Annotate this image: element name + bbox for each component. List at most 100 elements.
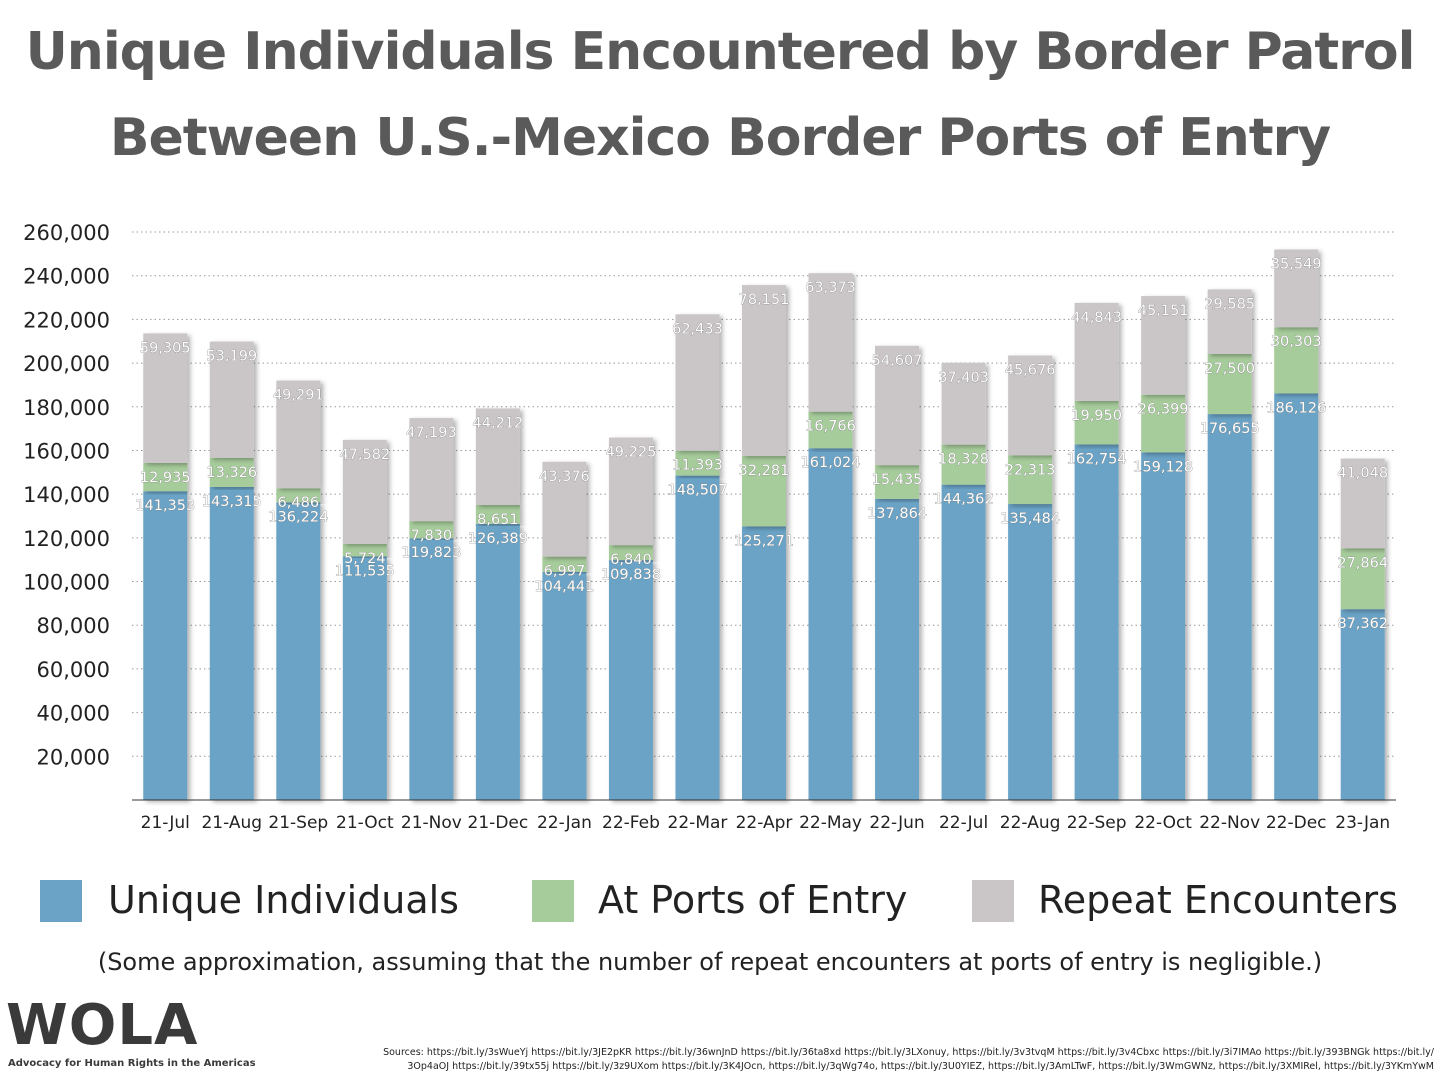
data-label-unique-individuals: 104,441 xyxy=(534,579,594,595)
data-label-at-ports-of-entry: 5,724 xyxy=(344,551,386,567)
bar-repeat-encounters xyxy=(342,439,387,544)
data-label-at-ports-of-entry: 32,281 xyxy=(739,463,790,479)
x-tick-label: 22-Nov xyxy=(1199,813,1260,833)
bar-at-ports-of-entry xyxy=(409,521,454,539)
data-label-at-ports-of-entry: 19,950 xyxy=(1071,408,1122,424)
y-tick-label: 80,000 xyxy=(37,614,110,638)
data-label-unique-individuals: 111,535 xyxy=(335,563,395,579)
legend-swatch-at-ports-of-entry xyxy=(532,880,574,922)
bar-unique-individuals xyxy=(1207,414,1252,800)
data-label-at-ports-of-entry: 8,651 xyxy=(477,512,519,528)
y-tick-label: 260,000 xyxy=(23,221,110,245)
data-label-repeat-encounters: 43,376 xyxy=(539,469,590,485)
data-label-repeat-encounters: 49,291 xyxy=(273,388,324,404)
chart-title-line-2: Between U.S.-Mexico Border Ports of Entr… xyxy=(109,108,1331,168)
data-label-at-ports-of-entry: 27,500 xyxy=(1204,361,1255,377)
bar-repeat-encounters xyxy=(675,314,720,451)
x-tick-label: 21-Jul xyxy=(141,813,190,833)
x-tick-label: 22-Sep xyxy=(1067,813,1127,833)
legend-label-at-ports-of-entry: At Ports of Entry xyxy=(598,878,908,922)
data-label-at-ports-of-entry: 18,328 xyxy=(938,452,989,468)
bar-at-ports-of-entry xyxy=(143,462,188,492)
data-label-unique-individuals: 109,838 xyxy=(601,567,661,583)
bar-unique-individuals xyxy=(342,556,387,800)
y-tick-label: 100,000 xyxy=(23,571,110,595)
bar-repeat-encounters xyxy=(1008,355,1053,456)
bar-unique-individuals xyxy=(808,448,853,800)
y-tick-label: 240,000 xyxy=(23,265,110,289)
y-tick-label: 160,000 xyxy=(23,439,110,463)
data-label-repeat-encounters: 41,048 xyxy=(1337,466,1388,482)
x-tick-label: 22-Dec xyxy=(1266,813,1327,833)
bar-repeat-encounters xyxy=(608,437,653,546)
bar-unique-individuals xyxy=(675,475,720,800)
bar-unique-individuals xyxy=(1141,452,1186,800)
bar-unique-individuals xyxy=(608,560,653,800)
sources: Sources: https://bit.ly/3sWueYj https://… xyxy=(300,1046,1434,1074)
data-label-repeat-encounters: 35,549 xyxy=(1271,257,1322,273)
data-label-at-ports-of-entry: 15,435 xyxy=(872,472,923,488)
bar-repeat-encounters xyxy=(1274,249,1319,328)
x-tick-label: 21-Dec xyxy=(468,813,529,833)
bar-at-ports-of-entry xyxy=(1008,455,1053,505)
bar-repeat-encounters xyxy=(875,345,920,466)
bar-repeat-encounters xyxy=(276,380,321,489)
bar-unique-individuals xyxy=(1074,444,1119,800)
data-label-at-ports-of-entry: 12,935 xyxy=(140,470,191,486)
bar-at-ports-of-entry xyxy=(875,465,920,499)
data-label-repeat-encounters: 37,403 xyxy=(938,370,989,386)
y-tick-label: 60,000 xyxy=(37,658,110,682)
bar-unique-individuals xyxy=(276,502,321,800)
bar-at-ports-of-entry xyxy=(1274,327,1319,394)
bar-repeat-encounters xyxy=(1340,458,1385,549)
bar-at-ports-of-entry xyxy=(1141,394,1186,453)
bar-repeat-encounters xyxy=(209,341,254,458)
data-label-unique-individuals: 176,655 xyxy=(1200,421,1260,437)
bar-at-ports-of-entry xyxy=(608,545,653,561)
bar-repeat-encounters xyxy=(1074,302,1119,401)
data-label-unique-individuals: 161,024 xyxy=(801,455,861,471)
x-tick-label: 22-Jul xyxy=(939,813,988,833)
data-label-at-ports-of-entry: 30,303 xyxy=(1271,334,1322,350)
bar-unique-individuals xyxy=(1274,393,1319,800)
y-tick-label: 120,000 xyxy=(23,527,110,551)
x-tick-label: 22-Jan xyxy=(537,813,592,833)
legend-label-unique-individuals: Unique Individuals xyxy=(108,878,459,922)
data-label-unique-individuals: 141,353 xyxy=(135,498,195,514)
x-tick-label: 21-Oct xyxy=(336,813,394,833)
bar-repeat-encounters xyxy=(542,461,587,557)
bar-at-ports-of-entry xyxy=(276,488,321,503)
bar-unique-individuals xyxy=(475,523,520,800)
data-label-at-ports-of-entry: 6,486 xyxy=(278,495,320,511)
data-label-unique-individuals: 119,823 xyxy=(401,545,461,561)
x-tick-label: 22-Mar xyxy=(668,813,728,833)
data-label-repeat-encounters: 59,305 xyxy=(140,340,191,356)
x-tick-label: 22-Aug xyxy=(1000,813,1061,833)
x-tick-label: 21-Nov xyxy=(401,813,462,833)
data-label-unique-individuals: 143,315 xyxy=(202,494,262,510)
bar-unique-individuals xyxy=(209,486,254,800)
y-tick-label: 20,000 xyxy=(37,745,110,769)
bar-unique-individuals xyxy=(409,538,454,800)
x-tick-label: 21-Sep xyxy=(268,813,328,833)
y-tick-label: 200,000 xyxy=(23,352,110,376)
sources-line-1: Sources: https://bit.ly/3sWueYj https://… xyxy=(383,1047,1434,1058)
data-label-unique-individuals: 148,507 xyxy=(667,483,727,499)
bar-at-ports-of-entry xyxy=(1340,548,1385,610)
data-label-repeat-encounters: 49,225 xyxy=(606,445,657,461)
data-label-at-ports-of-entry: 13,326 xyxy=(206,465,257,481)
bar-repeat-encounters xyxy=(941,362,986,445)
x-tick-label: 23-Jan xyxy=(1335,813,1390,833)
y-tick-label: 180,000 xyxy=(23,396,110,420)
bar-repeat-encounters xyxy=(143,333,188,463)
data-label-unique-individuals: 137,864 xyxy=(867,506,927,522)
data-label-at-ports-of-entry: 16,766 xyxy=(805,419,856,435)
data-label-unique-individuals: 87,362 xyxy=(1337,616,1388,632)
bar-repeat-encounters xyxy=(742,285,786,456)
bar-repeat-encounters xyxy=(1141,296,1186,395)
legend-swatch-unique-individuals xyxy=(40,880,82,922)
legend-label-repeat-encounters: Repeat Encounters xyxy=(1038,878,1398,922)
stacked-bar-chart: 20,000 40,000 60,000 80,000 100,000 120,000 14… xyxy=(23,221,1396,833)
data-label-at-ports-of-entry: 6,840 xyxy=(610,552,652,568)
bar-unique-individuals xyxy=(1340,609,1385,800)
